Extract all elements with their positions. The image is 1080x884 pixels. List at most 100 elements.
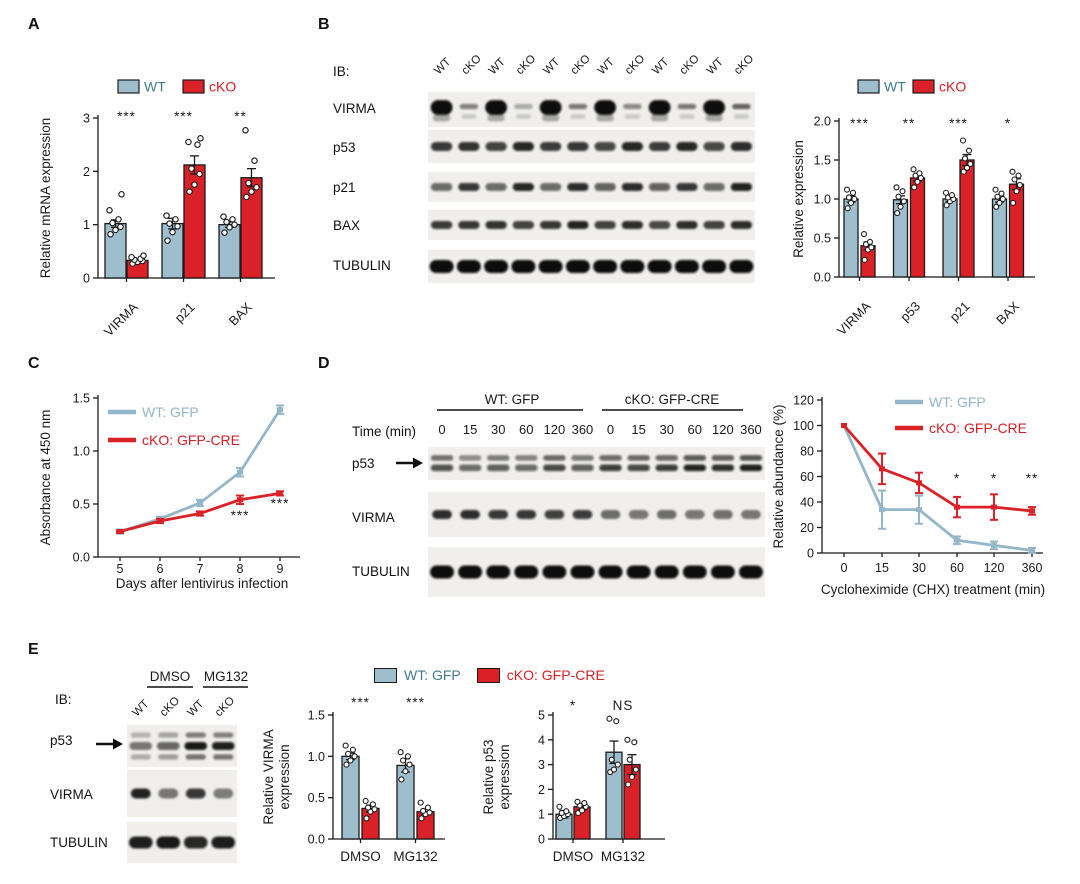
panel-d-row-tubulin: TUBULIN: [352, 564, 410, 579]
svg-text:***: ***: [174, 109, 193, 124]
svg-text:BAX: BAX: [226, 299, 255, 328]
svg-text:1.0: 1.0: [73, 445, 90, 459]
svg-text:cKO: cKO: [213, 695, 237, 719]
svg-text:VIRMA: VIRMA: [101, 299, 141, 339]
svg-text:WT: WT: [144, 79, 166, 95]
svg-text:cKO: GFP-CRE: cKO: GFP-CRE: [625, 392, 720, 407]
svg-text:Cycloheximide (CHX) treatment: Cycloheximide (CHX) treatment (min): [821, 582, 1045, 597]
panel-b-row-p53: p53: [333, 140, 356, 155]
svg-text:360: 360: [572, 422, 594, 437]
svg-text:cKO: cKO: [678, 53, 702, 77]
svg-text:WT: WT: [884, 79, 906, 95]
svg-text:120: 120: [984, 561, 1005, 575]
svg-text:*: *: [991, 471, 997, 486]
panel-b-label: B: [318, 16, 330, 33]
svg-text:0.0: 0.0: [73, 551, 90, 565]
svg-text:DMSO: DMSO: [150, 669, 191, 684]
panel-e-row-p53: p53: [50, 733, 73, 748]
panel-e-legend: WT: GFP cKO: GFP-CRE: [374, 667, 605, 683]
svg-text:WT: GFP: WT: GFP: [929, 394, 986, 410]
svg-text:cKO: cKO: [623, 53, 647, 77]
svg-text:60: 60: [800, 470, 814, 484]
svg-text:NS: NS: [613, 698, 634, 713]
svg-text:WT: WT: [650, 56, 671, 77]
svg-text:*: *: [954, 471, 960, 486]
panel-e-virma-bar-chart: Relative VIRMA expression 0.0 0.5 1.0 1.5 DMSO…: [261, 695, 445, 864]
svg-text:0: 0: [538, 833, 545, 847]
panel-b-ib-label: IB:: [333, 64, 350, 79]
svg-text:0: 0: [607, 422, 614, 437]
panel-a-bar-chart: Relative mRNA expression 0 1 2 3 VIRMA *** p21 *…: [38, 79, 275, 339]
svg-text:WT: WT: [432, 56, 453, 77]
svg-text:120: 120: [712, 422, 734, 437]
svg-text:15: 15: [463, 422, 477, 437]
svg-text:***: ***: [117, 109, 136, 124]
svg-text:15: 15: [631, 422, 645, 437]
panel-b-row-virma: VIRMA: [333, 101, 376, 116]
svg-text:*: *: [1005, 116, 1011, 131]
svg-text:WT: WT: [487, 56, 508, 77]
panel-b-bar-chart: Relative expression 0.0 0.5 1.0 1.5 2.0 VIRMA *…: [791, 79, 1035, 338]
svg-text:cKO: GFP-CRE: cKO: GFP-CRE: [929, 420, 1027, 436]
svg-text:1.5: 1.5: [308, 709, 325, 723]
svg-text:4: 4: [538, 733, 545, 747]
svg-text:Relative expression: Relative expression: [791, 140, 806, 258]
legend-item-cko-gfp-cre: cKO: GFP-CRE: [476, 667, 605, 683]
svg-text:0: 0: [438, 422, 445, 437]
svg-text:60: 60: [688, 422, 702, 437]
svg-text:60: 60: [950, 561, 964, 575]
svg-text:WT: WT: [130, 698, 151, 719]
panel-d-time-label: Time (min): [352, 424, 416, 439]
svg-text:5: 5: [538, 709, 545, 723]
svg-text:0.0: 0.0: [814, 271, 831, 285]
svg-text:30: 30: [491, 422, 505, 437]
cko-gfp-cre-swatch: [476, 667, 500, 683]
panel-d-label: D: [318, 355, 330, 372]
panel-e-row-virma: VIRMA: [50, 787, 93, 802]
panel-d-western-blot: WT: GFP cKO: GFP-CRE 0 15 30 60 120 360 0 15 30 60 1…: [396, 392, 765, 597]
svg-text:7: 7: [197, 562, 204, 576]
svg-text:p21: p21: [947, 299, 973, 325]
svg-text:***: ***: [231, 508, 250, 523]
panel-b-row-p21: p21: [333, 180, 356, 195]
svg-text:30: 30: [912, 561, 926, 575]
panel-d-line-chart: Relative abundance (%) 0 20 40 60 80 100 120 0 15…: [771, 394, 1045, 598]
panel-e-label: E: [28, 641, 39, 658]
svg-text:0.0: 0.0: [308, 833, 325, 847]
svg-text:15: 15: [875, 561, 889, 575]
svg-text:20: 20: [800, 521, 814, 535]
svg-text:0.5: 0.5: [308, 791, 325, 805]
svg-text:DMSO: DMSO: [340, 849, 381, 864]
svg-text:BAX: BAX: [993, 298, 1022, 327]
svg-text:Relative p53: Relative p53: [481, 739, 496, 814]
svg-text:60: 60: [519, 422, 533, 437]
svg-text:MG132: MG132: [601, 849, 645, 864]
svg-text:1.5: 1.5: [814, 154, 831, 168]
svg-text:**: **: [234, 109, 247, 124]
svg-text:WT: GFP: WT: GFP: [485, 392, 540, 407]
svg-text:**: **: [1026, 471, 1039, 486]
svg-text:cKO: GFP-CRE: cKO: GFP-CRE: [142, 432, 240, 448]
svg-text:MG132: MG132: [393, 849, 437, 864]
panel-d-row-p53: p53: [352, 456, 375, 471]
svg-text:Relative VIRMA: Relative VIRMA: [261, 729, 276, 824]
svg-text:***: ***: [271, 496, 290, 511]
svg-text:1.0: 1.0: [308, 750, 325, 764]
svg-text:0: 0: [807, 547, 814, 561]
svg-text:***: ***: [351, 695, 370, 710]
svg-text:cKO: cKO: [569, 53, 593, 77]
panel-e-row-tubulin: TUBULIN: [50, 835, 108, 850]
panel-b-row-bax: BAX: [333, 218, 361, 233]
svg-text:5: 5: [117, 562, 124, 576]
svg-text:WT: GFP: WT: GFP: [142, 404, 199, 420]
svg-text:0.5: 0.5: [814, 232, 831, 246]
svg-text:360: 360: [740, 422, 762, 437]
svg-text:cKO: cKO: [460, 53, 484, 77]
panel-c-line-chart: Absorbance at 450 nm 0.0 0.5 1.0 1.5 5 6 7 8 9Day…: [38, 392, 300, 591]
panel-e-p53-bar-chart: Relative p53 expression 0 1 2 3 4 5 DMSO * MG132 NS: [481, 698, 665, 864]
panel-b-row-tubulin: TUBULIN: [333, 258, 391, 273]
svg-text:2.0: 2.0: [814, 115, 831, 129]
svg-text:WT: WT: [705, 56, 726, 77]
svg-text:expression: expression: [277, 744, 292, 809]
